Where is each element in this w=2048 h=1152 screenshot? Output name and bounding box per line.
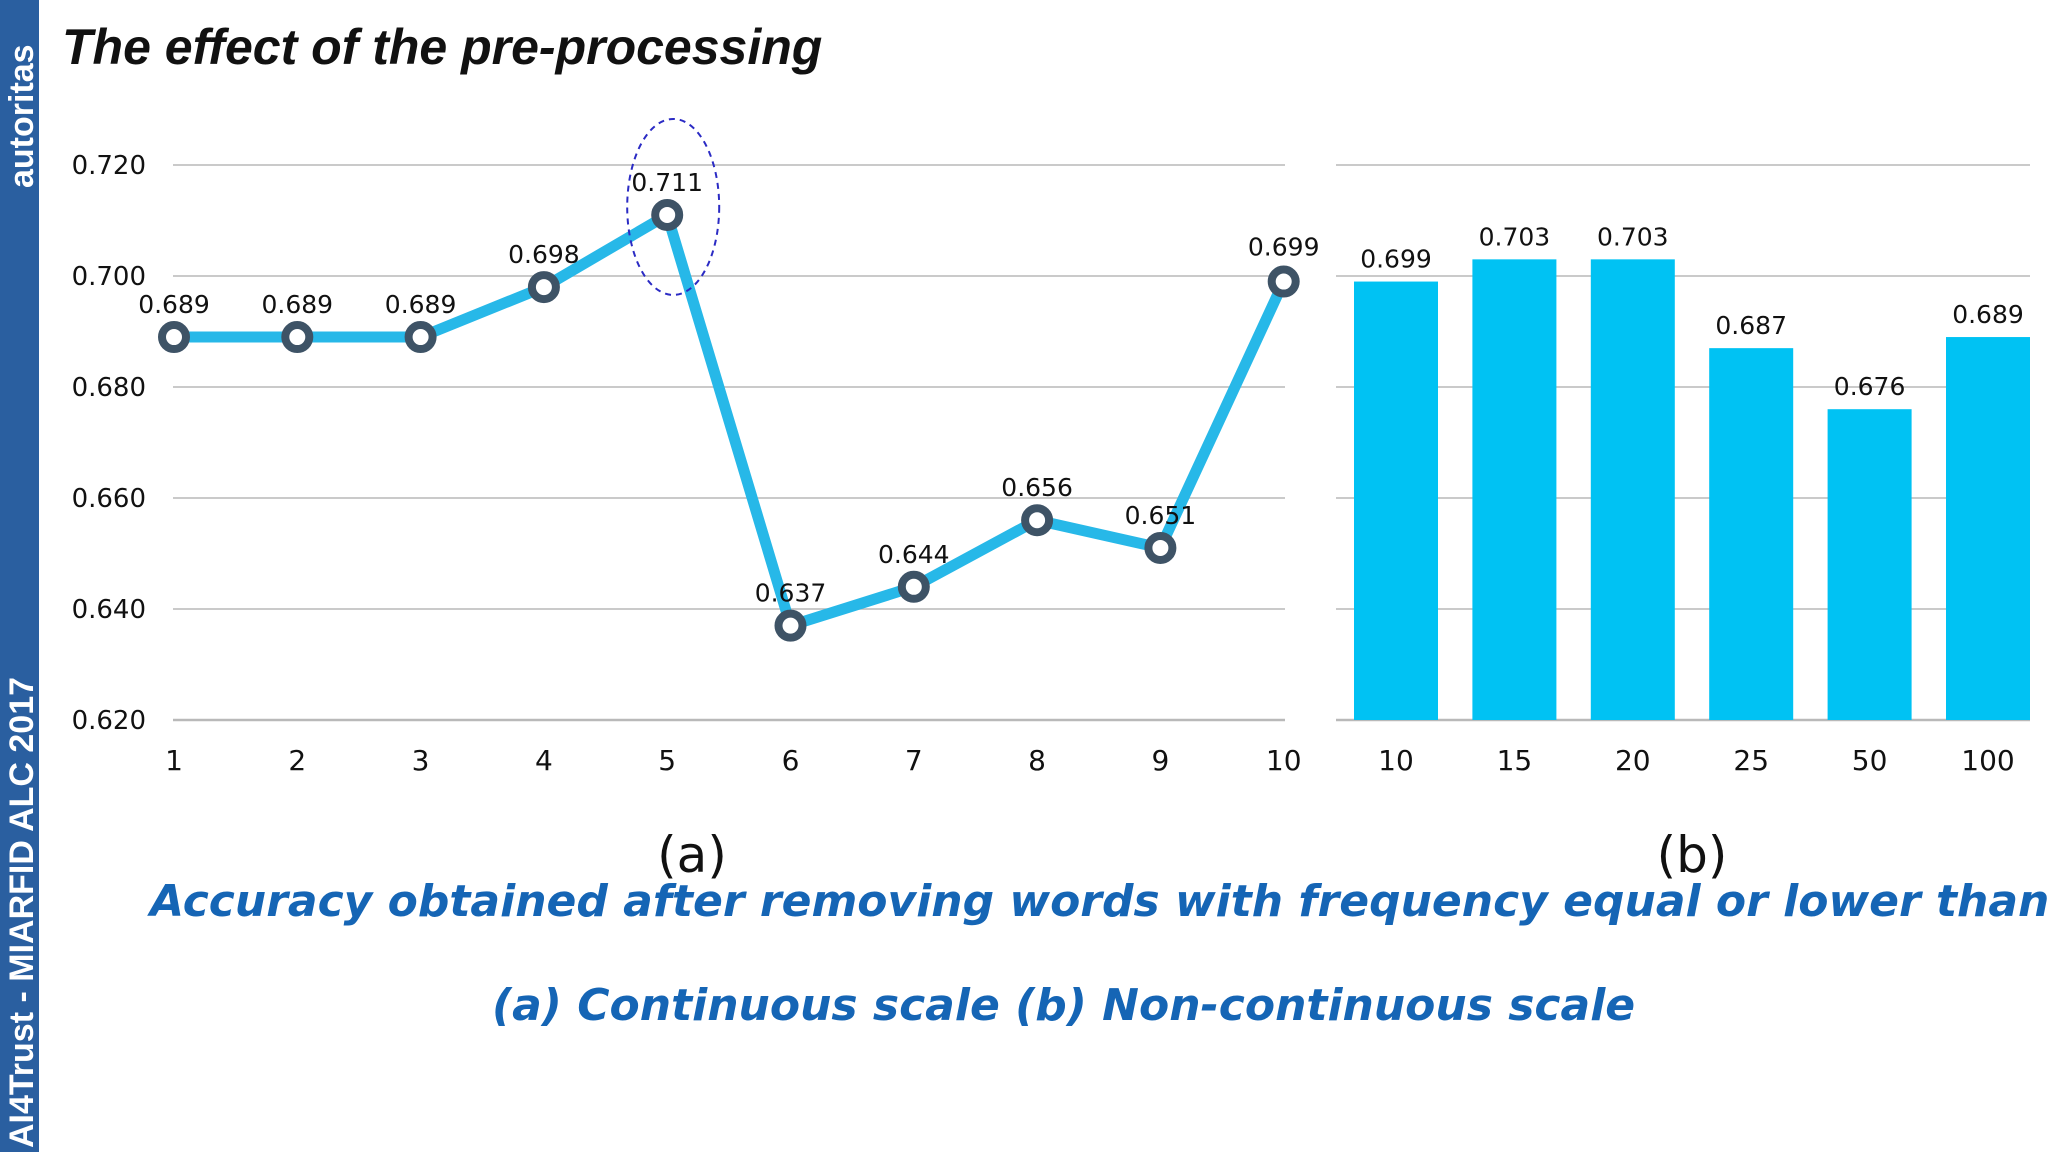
- x-tick-label: 3: [412, 744, 430, 777]
- data-point: [774, 609, 807, 642]
- panel-label-b: (b): [1657, 826, 1728, 884]
- data-label: 0.703: [1597, 222, 1669, 251]
- x-tick-label: 25: [1733, 744, 1769, 777]
- x-tick-label: 1: [165, 744, 183, 777]
- data-label: 0.689: [138, 290, 210, 319]
- y-tick-label: 0.700: [72, 262, 146, 292]
- data-point: [404, 321, 437, 354]
- x-tick-label: 7: [905, 744, 923, 777]
- figure-caption: Accuracy obtained after removing words w…: [150, 876, 2048, 927]
- bar: [1354, 281, 1438, 720]
- data-point: [158, 321, 190, 354]
- x-tick-label: 9: [1151, 744, 1169, 777]
- x-tick-label: 5: [658, 744, 676, 777]
- bar: [1590, 259, 1675, 720]
- bar: [1472, 259, 1557, 720]
- x-tick-label: 100: [1961, 744, 2014, 777]
- x-tick-label: 2: [288, 744, 306, 777]
- data-label: 0.676: [1834, 372, 1906, 401]
- data-label: 0.651: [1125, 501, 1197, 530]
- y-tick-label: 0.660: [72, 484, 146, 514]
- data-label: 0.698: [508, 240, 580, 269]
- bar-chart-panel: 0.699 10 0.703 15 0.703 20 0.687 25 0.676 50 0.689…: [1336, 164, 2030, 884]
- data-label: 0.689: [1952, 300, 2024, 329]
- data-point: [1144, 531, 1177, 564]
- data-point: [1021, 504, 1054, 537]
- x-tick-label: 15: [1497, 744, 1533, 777]
- bar: [1827, 409, 1912, 720]
- x-tick-label: 8: [1028, 744, 1046, 777]
- highlight-ellipse: [626, 117, 721, 296]
- bar: [1946, 337, 2030, 720]
- series-line: [168, 209, 1290, 632]
- data-point: [1267, 265, 1300, 298]
- data-point: [281, 321, 314, 354]
- data-label: 0.689: [262, 290, 334, 319]
- data-label: 0.699: [1360, 245, 1432, 274]
- data-point: [527, 271, 560, 304]
- x-tick-label: 6: [782, 744, 800, 777]
- data-label: 0.711: [631, 168, 703, 197]
- y-tick-label: 0.620: [72, 706, 146, 736]
- line-chart-panel: 0.720 0.700 0.680 0.660 0.640 0.620 1 2 3 4 5 6 7 8 9 1…: [72, 117, 1320, 884]
- data-label: 0.699: [1248, 233, 1320, 262]
- data-label: 0.644: [878, 540, 950, 569]
- y-tick-label: 0.640: [72, 595, 146, 625]
- sidebar-band: autoritas AI4Trust - MIARFID ALC 2017: [0, 0, 41, 1152]
- y-tick-label: 0.720: [72, 151, 146, 181]
- slide-title: The effect of the pre-processing: [62, 19, 823, 75]
- data-point: [897, 570, 930, 603]
- y-tick-label: 0.680: [72, 373, 146, 403]
- data-label: 0.656: [1001, 473, 1073, 502]
- x-tick-label: 50: [1852, 744, 1888, 777]
- x-tick-label: 10: [1378, 744, 1414, 777]
- x-tick-label: 10: [1266, 744, 1302, 777]
- x-tick-label: 20: [1615, 744, 1651, 777]
- data-label: 0.703: [1479, 222, 1551, 251]
- data-label: 0.689: [385, 290, 457, 319]
- data-label: 0.637: [755, 579, 827, 608]
- x-tick-label: 4: [535, 744, 553, 777]
- panel-label-a: (a): [657, 826, 727, 884]
- data-point: [651, 198, 684, 231]
- figure-subcaption: (a) Continuous scale (b) Non-continuous …: [492, 980, 1636, 1031]
- bar: [1709, 348, 1794, 720]
- data-label: 0.687: [1715, 311, 1787, 340]
